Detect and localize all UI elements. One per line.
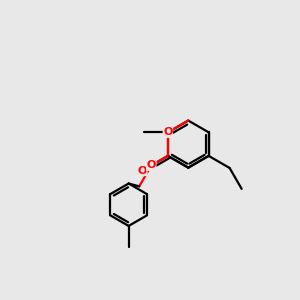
Text: O: O xyxy=(147,160,156,170)
Text: O: O xyxy=(138,166,147,176)
Text: O: O xyxy=(163,127,172,137)
